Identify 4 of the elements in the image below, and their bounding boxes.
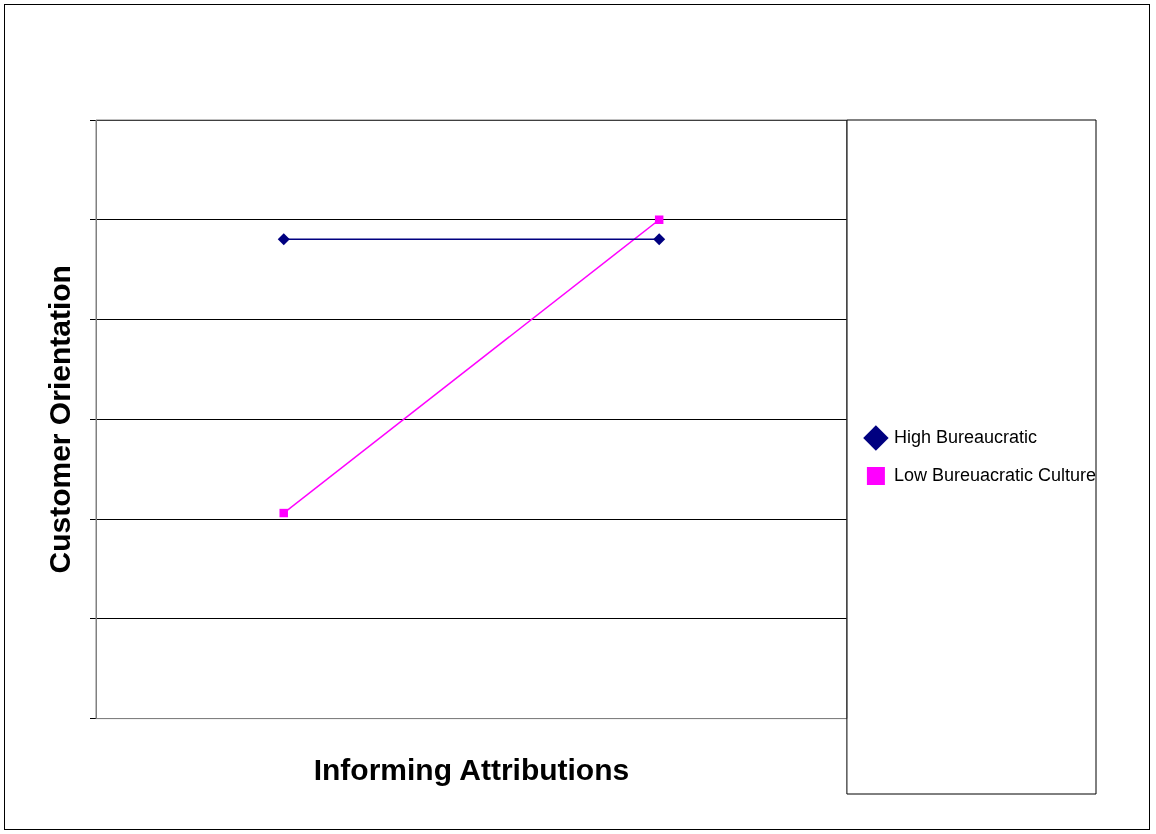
legend-label: High Bureaucratic <box>893 426 1037 447</box>
legend-label: Low Bureuacratic Culture <box>893 464 1097 485</box>
y-axis-title: Customer Orientation <box>43 265 77 574</box>
x-axis-title: Informing Attributions <box>313 753 630 787</box>
